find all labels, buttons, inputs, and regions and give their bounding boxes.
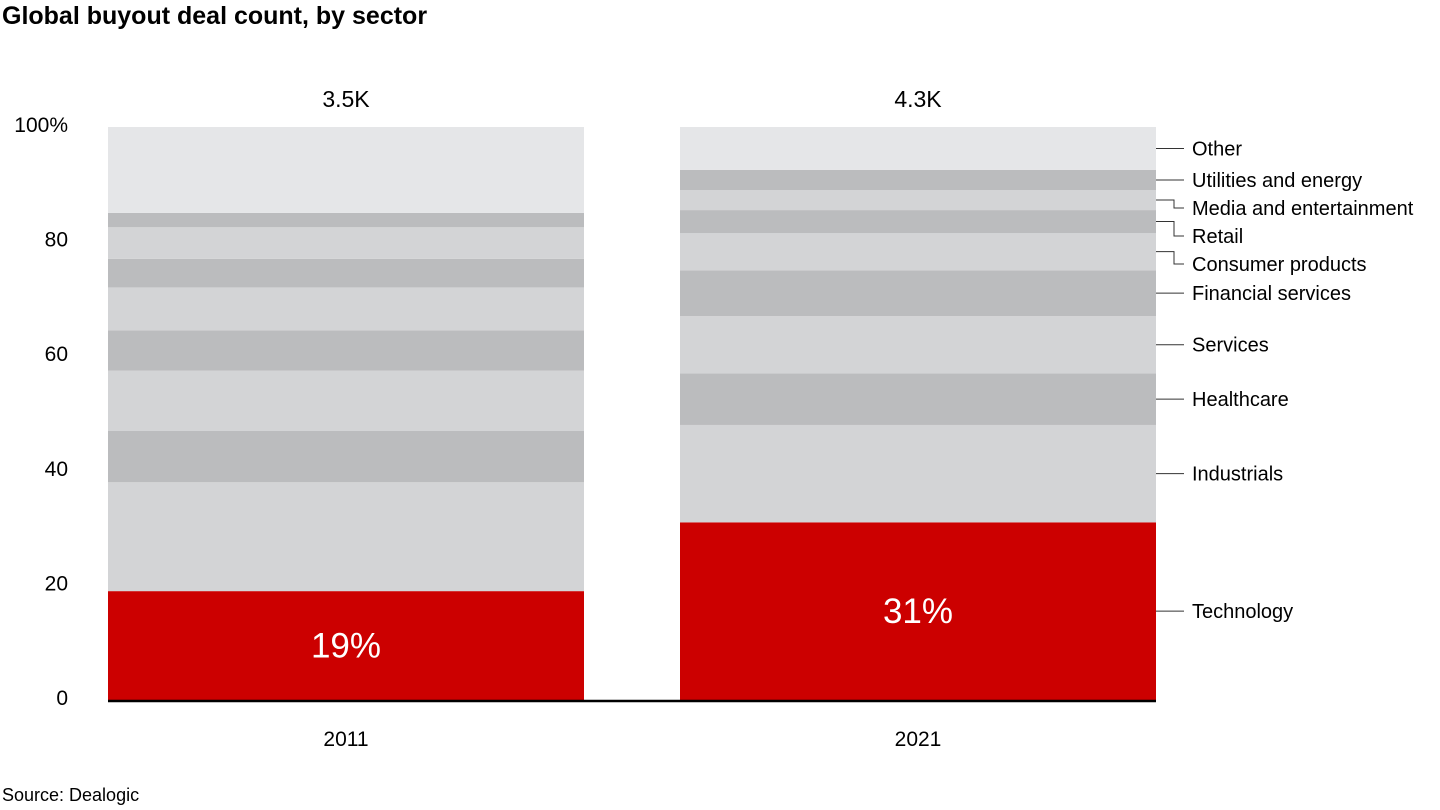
legend-label-services: Services [1192, 335, 1269, 357]
source-note: Source: Dealogic [2, 785, 140, 805]
total-label: 4.3K [894, 86, 942, 112]
chart-title: Global buyout deal count, by sector [2, 2, 428, 30]
bar-segment-technology-2011 [108, 591, 584, 700]
bar-segment-financial-services-2011 [108, 330, 584, 371]
y-tick-label: 60 [45, 343, 68, 366]
bar-segment-other-2021 [680, 127, 1156, 170]
y-tick-label: 40 [45, 458, 68, 481]
bar-segment-industrials-2011 [108, 482, 584, 592]
bar-segment-healthcare-2021 [680, 373, 1156, 425]
bar-segment-retail-2011 [108, 258, 584, 288]
legend-label-utilities-and-energy: Utilities and energy [1192, 170, 1362, 192]
legend-label-retail: Retail [1192, 226, 1243, 248]
bar-segment-utilities-and-energy-2011 [108, 212, 584, 228]
y-tick-label: 80 [45, 229, 68, 252]
legend-label-technology: Technology [1192, 601, 1293, 623]
bar-segment-consumer-products-2011 [108, 287, 584, 331]
bar-segment-technology-2021 [680, 522, 1156, 700]
stacked-bar-chart: 0 20 40 60 80 100% 19% 2011 3.5K 31% 2021 4.3K Techn… [14, 86, 1414, 751]
bar-segment-media-and-entertainment-2011 [108, 227, 584, 259]
y-tick-label: 20 [45, 572, 68, 595]
x-tick-label: 2021 [895, 728, 942, 751]
y-tick-label: 0 [56, 687, 68, 710]
legend-label-other: Other [1192, 138, 1242, 160]
legend-label-financial-services: Financial services [1192, 283, 1351, 305]
legend-label-healthcare: Healthcare [1192, 389, 1289, 411]
bar-segment-financial-services-2021 [680, 270, 1156, 317]
bar-segment-services-2021 [680, 316, 1156, 374]
legend-label-media-and-entertainment: Media and entertainment [1192, 198, 1414, 220]
y-tick-label: 100% [14, 114, 68, 137]
bar-segment-healthcare-2011 [108, 430, 584, 483]
legend-leader-retail [1156, 221, 1184, 237]
bar-segment-services-2011 [108, 370, 584, 431]
bar-segment-retail-2021 [680, 210, 1156, 234]
total-label: 3.5K [322, 86, 370, 112]
legend-leader-media-and-entertainment [1156, 199, 1184, 209]
legend-label-industrials: Industrials [1192, 464, 1283, 486]
bar-segment-consumer-products-2021 [680, 233, 1156, 271]
data-label: 31% [883, 592, 953, 631]
bar-segment-utilities-and-energy-2021 [680, 169, 1156, 191]
bar-segment-media-and-entertainment-2021 [680, 190, 1156, 211]
bar-segment-other-2011 [108, 127, 584, 213]
legend-label-consumer-products: Consumer products [1192, 254, 1367, 276]
legend-leader-consumer-products [1156, 251, 1184, 265]
x-tick-label: 2011 [323, 728, 368, 751]
data-label: 19% [311, 627, 381, 666]
bar-segment-industrials-2021 [680, 424, 1156, 523]
